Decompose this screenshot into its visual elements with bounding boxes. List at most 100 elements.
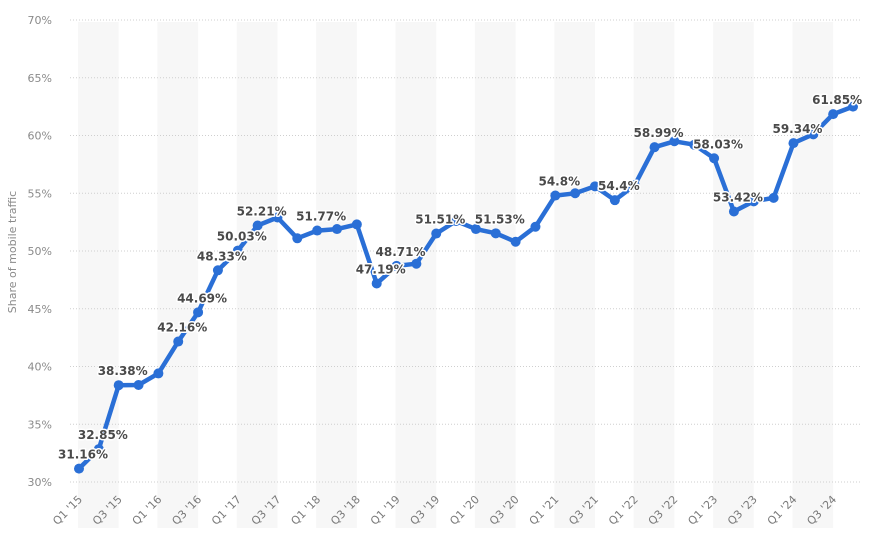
data-label: 32.85% xyxy=(78,428,128,442)
data-label-halo: 32.85% xyxy=(78,428,128,442)
data-point[interactable] xyxy=(530,221,541,232)
data-label-halo: 52.21% xyxy=(237,204,287,218)
data-point[interactable] xyxy=(609,195,620,206)
data-point[interactable] xyxy=(788,138,799,149)
data-labels: 31.16%31.16%32.85%32.85%38.38%38.38%42.1… xyxy=(57,92,864,463)
data-point[interactable] xyxy=(570,188,581,199)
data-label: 51.77% xyxy=(296,210,346,224)
data-point[interactable] xyxy=(351,219,362,230)
data-point[interactable] xyxy=(808,129,819,140)
data-label-halo: 44.69% xyxy=(177,291,227,305)
data-label: 58.99% xyxy=(634,126,684,140)
data-point[interactable] xyxy=(292,233,303,244)
data-label-halo: 51.51% xyxy=(415,213,465,227)
data-label: 50.03% xyxy=(217,230,267,244)
year-band xyxy=(713,22,754,528)
data-point[interactable] xyxy=(470,224,481,235)
y-tick-label: 45% xyxy=(28,303,52,316)
data-label-halo: 48.71% xyxy=(376,245,426,259)
data-label-halo: 48.33% xyxy=(197,249,247,263)
data-label-halo: 50.03% xyxy=(217,230,267,244)
data-label-halo: 58.03% xyxy=(693,137,743,151)
data-point[interactable] xyxy=(490,228,501,239)
data-point[interactable] xyxy=(510,236,521,247)
data-point[interactable] xyxy=(669,136,680,147)
data-point[interactable] xyxy=(748,196,759,207)
data-label: 44.69% xyxy=(177,291,227,305)
data-point[interactable] xyxy=(768,192,779,203)
data-label-halo: 53.42% xyxy=(713,190,763,204)
year-band xyxy=(395,22,437,528)
data-point[interactable] xyxy=(93,444,104,455)
data-label-halo: 51.77% xyxy=(296,210,346,224)
data-point[interactable] xyxy=(272,212,283,223)
data-point[interactable] xyxy=(728,206,739,217)
data-label: 48.71% xyxy=(376,245,426,259)
y-tick-label: 40% xyxy=(28,361,52,374)
y-tick-label: 35% xyxy=(28,418,52,431)
y-gridlines xyxy=(70,19,862,483)
data-point[interactable] xyxy=(451,215,462,226)
year-band xyxy=(474,22,516,528)
data-label-halo: 61.85% xyxy=(812,93,862,107)
data-point[interactable] xyxy=(431,228,442,239)
data-point[interactable] xyxy=(550,190,561,201)
y-tick-label: 55% xyxy=(28,187,52,200)
data-point[interactable] xyxy=(391,260,402,271)
y-tick-label: 65% xyxy=(28,72,52,85)
data-label: 48.33% xyxy=(197,249,247,263)
series-line xyxy=(76,104,856,471)
alternating-year-bands xyxy=(78,22,834,528)
data-label-halo: 42.16% xyxy=(157,321,207,335)
data-label: 54.4% xyxy=(598,179,640,193)
data-points xyxy=(74,101,858,474)
y-tick-label: 30% xyxy=(28,476,52,489)
y-tick-label: 60% xyxy=(28,130,52,143)
data-point[interactable] xyxy=(629,180,640,191)
data-point[interactable] xyxy=(212,265,223,276)
year-band xyxy=(792,22,834,528)
data-point[interactable] xyxy=(173,336,184,347)
data-point[interactable] xyxy=(689,139,700,150)
data-point[interactable] xyxy=(649,142,660,153)
data-label-halo: 47.19% xyxy=(356,262,406,276)
data-point[interactable] xyxy=(252,220,263,231)
year-band xyxy=(157,22,199,528)
data-point[interactable] xyxy=(74,463,84,474)
data-point[interactable] xyxy=(312,225,323,236)
data-point[interactable] xyxy=(232,245,243,256)
data-label: 52.21% xyxy=(237,204,287,218)
data-label: 42.16% xyxy=(157,321,207,335)
data-label: 54.8% xyxy=(538,175,580,189)
data-point[interactable] xyxy=(113,380,124,391)
data-point[interactable] xyxy=(371,278,382,289)
data-label-halo: 51.53% xyxy=(475,212,525,226)
data-label-halo: 54.8% xyxy=(538,175,580,189)
year-band xyxy=(316,22,357,528)
year-band xyxy=(236,22,278,528)
data-label: 53.42% xyxy=(713,190,763,204)
data-label-halo: 54.4% xyxy=(598,179,640,193)
data-label-halo: 38.38% xyxy=(98,364,148,378)
y-axis-title: Share of mobile traffic xyxy=(6,191,19,313)
data-point[interactable] xyxy=(133,379,144,390)
data-label: 59.34% xyxy=(772,122,822,136)
data-point[interactable] xyxy=(848,101,858,112)
year-band xyxy=(554,22,595,528)
data-point[interactable] xyxy=(709,153,720,164)
data-label-halo: 59.34% xyxy=(772,122,822,136)
data-point[interactable] xyxy=(193,307,204,318)
y-axis-ticks: 30% 35% 40% 45% 50% 55% 60% 65% 70% xyxy=(28,14,52,489)
data-point[interactable] xyxy=(411,258,422,269)
data-label: 47.19% xyxy=(356,262,406,276)
data-label-halo: 31.16% xyxy=(58,448,108,462)
data-point[interactable] xyxy=(153,368,164,379)
year-band xyxy=(633,22,675,528)
data-point[interactable] xyxy=(332,224,342,235)
data-label: 51.53% xyxy=(475,212,525,226)
data-label: 51.51% xyxy=(415,213,465,227)
data-point[interactable] xyxy=(590,181,600,192)
data-point[interactable] xyxy=(828,109,839,120)
y-tick-label: 50% xyxy=(28,245,52,258)
